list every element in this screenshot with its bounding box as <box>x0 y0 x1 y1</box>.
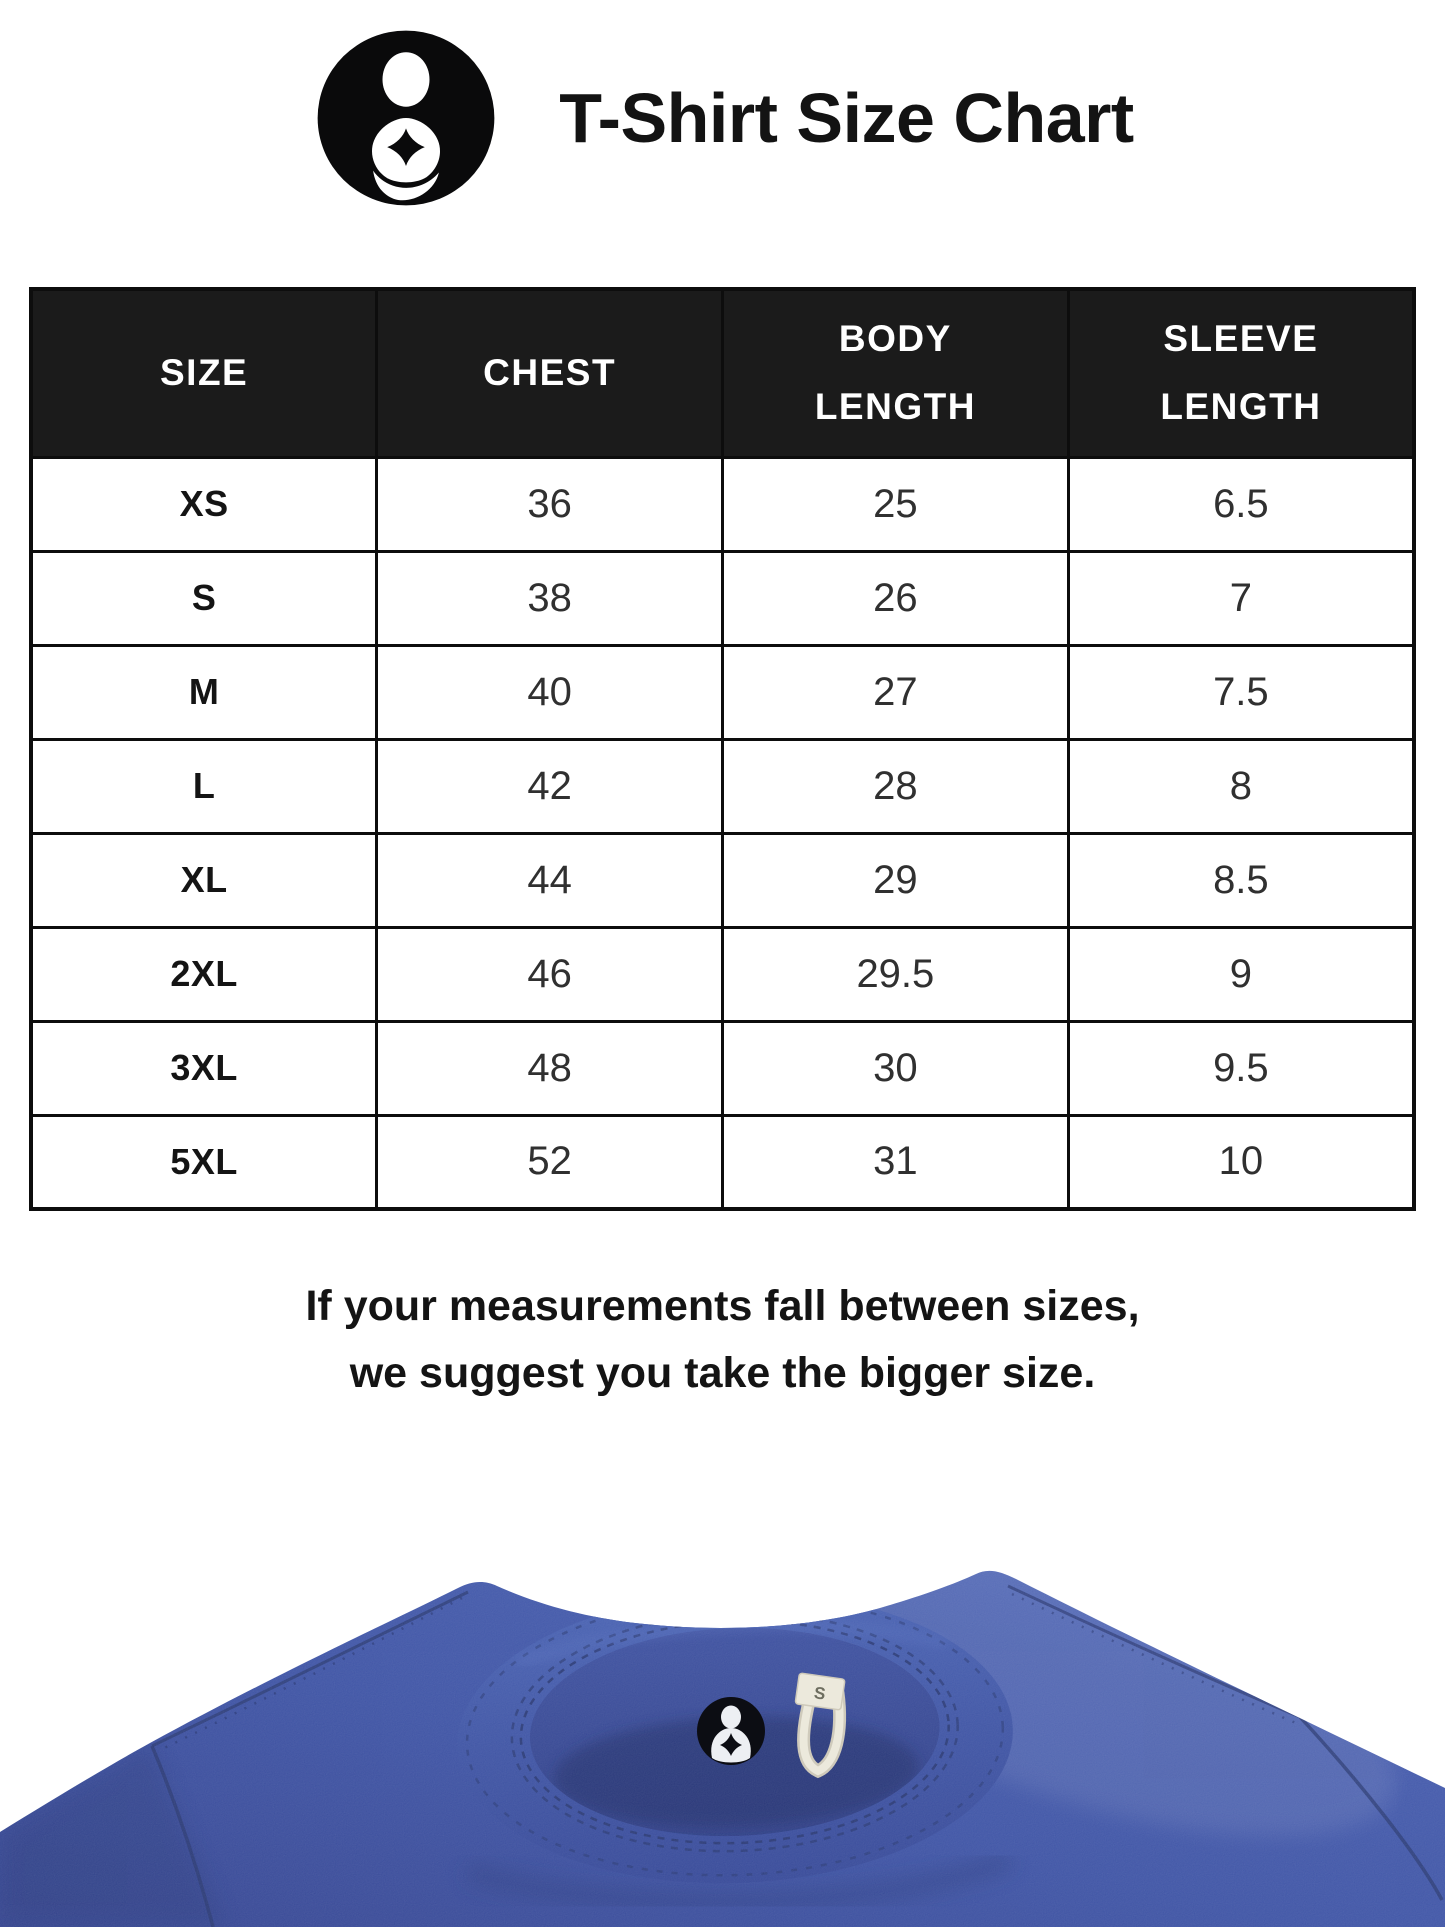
size-cell: L <box>29 737 379 835</box>
body-length-cell: 29.5 <box>721 925 1070 1023</box>
brand-logo-icon <box>311 24 501 212</box>
column-header-sleeve-length: SLEEVE LENGTH <box>1066 287 1416 459</box>
body-length-cell: 28 <box>721 737 1070 835</box>
sleeve-length-cell: 7 <box>1066 549 1416 647</box>
body-length-cell: 30 <box>721 1019 1070 1117</box>
neck-label-logo-icon <box>697 1697 765 1765</box>
chest-cell: 48 <box>375 1019 724 1117</box>
size-chart-table: SIZE CHEST BODY LENGTH SLEEVE LENGTH XS … <box>29 287 1416 1211</box>
column-header-body-length: BODY LENGTH <box>721 287 1070 459</box>
table-body: XS 36 25 6.5 S 38 26 7 M 40 27 7.5 L 42 … <box>29 455 1416 1211</box>
size-tag-letter: S <box>813 1683 827 1703</box>
chest-cell: 38 <box>375 549 724 647</box>
sleeve-length-cell: 8 <box>1066 737 1416 835</box>
table-row: 2XL 46 29.5 9 <box>29 925 1416 1023</box>
column-header-chest: CHEST <box>375 287 724 459</box>
tshirt-collar-photo: S <box>0 1560 1445 1927</box>
chest-cell: 44 <box>375 831 724 929</box>
size-cell: 2XL <box>29 925 379 1023</box>
sleeve-length-cell: 9.5 <box>1066 1019 1416 1117</box>
sleeve-length-cell: 8.5 <box>1066 831 1416 929</box>
sizing-note-line1: If your measurements fall between sizes, <box>305 1282 1140 1330</box>
chest-cell: 42 <box>375 737 724 835</box>
page-title: T-Shirt Size Chart <box>559 79 1134 157</box>
body-length-cell: 27 <box>721 643 1070 741</box>
body-length-cell: 26 <box>721 549 1070 647</box>
size-cell: 3XL <box>29 1019 379 1117</box>
chest-cell: 46 <box>375 925 724 1023</box>
size-cell: S <box>29 549 379 647</box>
sizing-note-line2: we suggest you take the bigger size. <box>349 1348 1096 1397</box>
table-row: L 42 28 8 <box>29 737 1416 835</box>
sizing-note: If your measurements fall between sizes,… <box>0 1273 1445 1406</box>
table-row: XL 44 29 8.5 <box>29 831 1416 929</box>
sleeve-length-cell: 7.5 <box>1066 643 1416 741</box>
chest-cell: 40 <box>375 643 724 741</box>
table-row: S 38 26 7 <box>29 549 1416 647</box>
table-row: M 40 27 7.5 <box>29 643 1416 741</box>
sleeve-length-cell: 6.5 <box>1066 455 1416 553</box>
table-header: SIZE CHEST BODY LENGTH SLEEVE LENGTH <box>29 287 1416 459</box>
size-tag: S <box>794 1672 847 1779</box>
body-length-cell: 29 <box>721 831 1070 929</box>
size-cell: 5XL <box>29 1113 379 1211</box>
brand-header: T-Shirt Size Chart <box>0 0 1445 206</box>
size-cell: M <box>29 643 379 741</box>
size-cell: XS <box>29 455 379 553</box>
header-row: SIZE CHEST BODY LENGTH SLEEVE LENGTH <box>29 287 1416 459</box>
body-length-cell: 31 <box>721 1113 1070 1211</box>
table-row: 3XL 48 30 9.5 <box>29 1019 1416 1117</box>
sleeve-length-cell: 9 <box>1066 925 1416 1023</box>
table-row: 5XL 52 31 10 <box>29 1113 1416 1211</box>
sleeve-length-cell: 10 <box>1066 1113 1416 1211</box>
chest-cell: 52 <box>375 1113 724 1211</box>
body-length-cell: 25 <box>721 455 1070 553</box>
column-header-size: SIZE <box>29 287 379 459</box>
table-row: XS 36 25 6.5 <box>29 455 1416 553</box>
chest-cell: 36 <box>375 455 724 553</box>
size-cell: XL <box>29 831 379 929</box>
